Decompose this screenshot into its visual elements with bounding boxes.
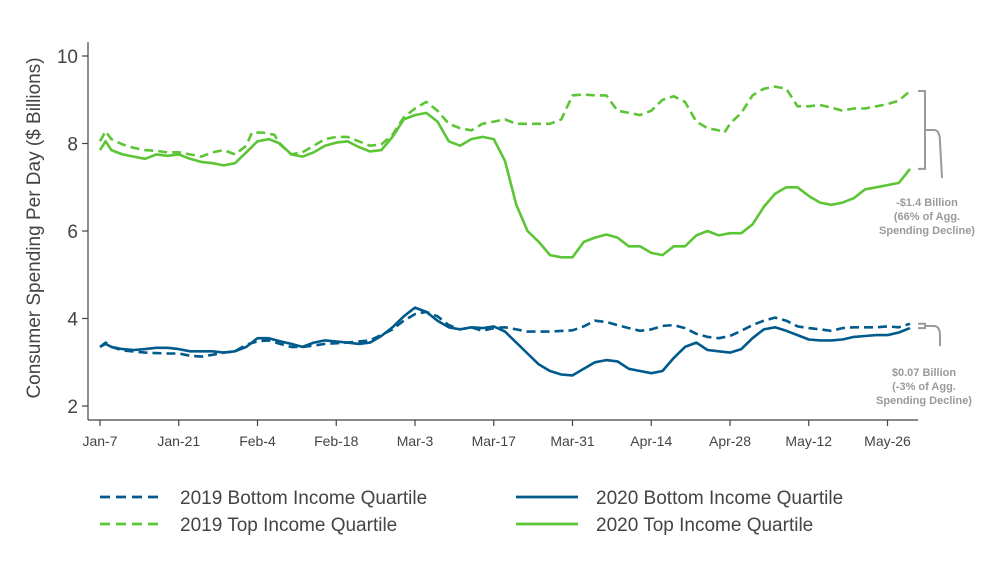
legend-label: 2019 Top Income Quartile	[180, 515, 397, 536]
legend: 2019 Bottom Income Quartile 2020 Bottom I…	[100, 488, 843, 536]
legend-label: 2020 Top Income Quartile	[596, 515, 813, 536]
x-tick-label: Mar-31	[550, 433, 595, 449]
x-tick-label: May-12	[785, 433, 832, 449]
series-line-3	[98, 111, 912, 259]
series-line-0	[99, 310, 911, 358]
legend-label: 2020 Bottom Income Quartile	[596, 488, 843, 509]
top-gap-pointer	[925, 128, 943, 178]
x-tick-label: Apr-28	[709, 433, 751, 449]
annotation-text: $0.07 Billion	[892, 367, 956, 379]
y-tick-label: 8	[67, 135, 78, 156]
x-tick-label: May-26	[864, 433, 911, 449]
y-axis-label: Consumer Spending Per Day ($ Billions)	[24, 57, 45, 398]
y-tick-label: 4	[67, 310, 78, 331]
series-line-1	[98, 85, 911, 158]
series-layer	[98, 85, 912, 377]
x-tick-label: Jan-7	[82, 433, 117, 449]
legend-item: 2020 Top Income Quartile	[516, 515, 813, 536]
annotation-text: Spending Decline)	[876, 395, 972, 407]
annotation-text: -$1.4 Billion	[896, 197, 958, 209]
x-tick-label: Mar-3	[397, 433, 434, 449]
x-tick-label: Feb-4	[239, 433, 276, 449]
annotations: -$1.4 Billion (66% of Agg. Spending Declin…	[876, 90, 975, 407]
series-line-2	[99, 306, 911, 377]
legend-item: 2019 Bottom Income Quartile	[100, 488, 427, 509]
y-tick-label: 10	[57, 47, 78, 68]
bottom-gap-pointer	[925, 324, 941, 346]
x-tick-label: Feb-18	[314, 433, 359, 449]
legend-item: 2020 Bottom Income Quartile	[516, 488, 843, 509]
annotation-text: (-3% of Agg.	[892, 381, 956, 393]
x-tick-label: Mar-17	[472, 433, 517, 449]
legend-item: 2019 Top Income Quartile	[100, 515, 397, 536]
y-tick-label: 2	[67, 397, 78, 418]
annotation-text: (66% of Agg.	[894, 211, 960, 223]
legend-label: 2019 Bottom Income Quartile	[180, 488, 427, 509]
annotation-text: Spending Decline)	[879, 225, 975, 237]
x-tick-label: Jan-21	[157, 433, 200, 449]
top-gap-bracket	[918, 90, 926, 170]
y-tick-label: 6	[67, 222, 78, 243]
x-tick-label: Apr-14	[630, 433, 672, 449]
axes: 2 4 6 8 10 Jan-7 Jan-21 Feb-4 Feb-18 Mar-3 Mar-17 M…	[57, 42, 918, 449]
bottom-gap-bracket	[918, 322, 926, 330]
